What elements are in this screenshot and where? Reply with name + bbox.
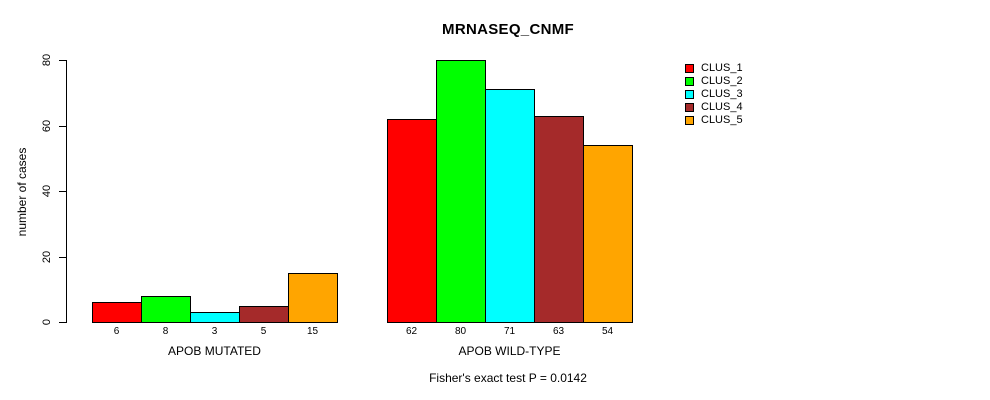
bar-value-label: 71 (503, 326, 516, 337)
bar-value-label: 15 (306, 326, 319, 337)
bar-value-label: 54 (601, 326, 614, 337)
legend-label: CLUS_3 (701, 88, 743, 100)
bar-CLUS_5 (583, 145, 633, 323)
legend-item: CLUS_3 (685, 88, 743, 101)
bar-CLUS_2 (141, 296, 191, 323)
y-tick-mark (59, 322, 66, 323)
legend-label: CLUS_4 (701, 101, 743, 113)
legend-item: CLUS_5 (685, 114, 743, 127)
bar-CLUS_3 (485, 89, 535, 323)
y-tick-label: 40 (41, 184, 53, 198)
bar-value-label: 62 (405, 326, 418, 337)
bar-value-label: 5 (260, 326, 267, 337)
bar-CLUS_1 (92, 302, 142, 323)
bar-value-label: 80 (454, 326, 467, 337)
y-tick-label: 20 (41, 250, 53, 264)
bar-CLUS_4 (534, 116, 584, 323)
legend: CLUS_1 CLUS_2 CLUS_3 CLUS_4 CLUS_5 (685, 62, 743, 127)
legend-item: CLUS_2 (685, 75, 743, 88)
bar-CLUS_2 (436, 60, 486, 323)
legend-label: CLUS_2 (701, 75, 743, 87)
chart-title: MRNASEQ_CNMF (442, 21, 574, 38)
bar-value-label: 3 (211, 326, 218, 337)
legend-color-swatch (685, 77, 694, 86)
bar-CLUS_1 (387, 119, 437, 323)
bar-CLUS_4 (239, 306, 289, 323)
y-tick-mark (59, 191, 66, 192)
group-label: APOB MUTATED (168, 344, 261, 358)
legend-label: CLUS_5 (701, 114, 743, 126)
y-axis-line (66, 60, 67, 323)
legend-color-swatch (685, 90, 694, 99)
y-tick-label: 60 (41, 119, 53, 133)
bar-value-label: 6 (113, 326, 120, 337)
y-tick-mark (59, 257, 66, 258)
bar-value-label: 8 (162, 326, 169, 337)
y-axis-label: number of cases (15, 147, 29, 237)
fisher-test-annotation: Fisher's exact test P = 0.0142 (429, 371, 587, 385)
group-label: APOB WILD-TYPE (458, 344, 561, 358)
bar-CLUS_5 (288, 273, 338, 323)
legend-label: CLUS_1 (701, 62, 743, 74)
legend-item: CLUS_1 (685, 62, 743, 75)
y-tick-mark (59, 126, 66, 127)
legend-color-swatch (685, 103, 694, 112)
legend-color-swatch (685, 64, 694, 73)
bar-value-label: 63 (552, 326, 565, 337)
y-tick-mark (59, 60, 66, 61)
bar-CLUS_3 (190, 312, 240, 323)
legend-color-swatch (685, 116, 694, 125)
y-tick-label: 80 (41, 53, 53, 67)
legend-item: CLUS_4 (685, 101, 743, 114)
y-tick-label: 0 (41, 318, 53, 326)
